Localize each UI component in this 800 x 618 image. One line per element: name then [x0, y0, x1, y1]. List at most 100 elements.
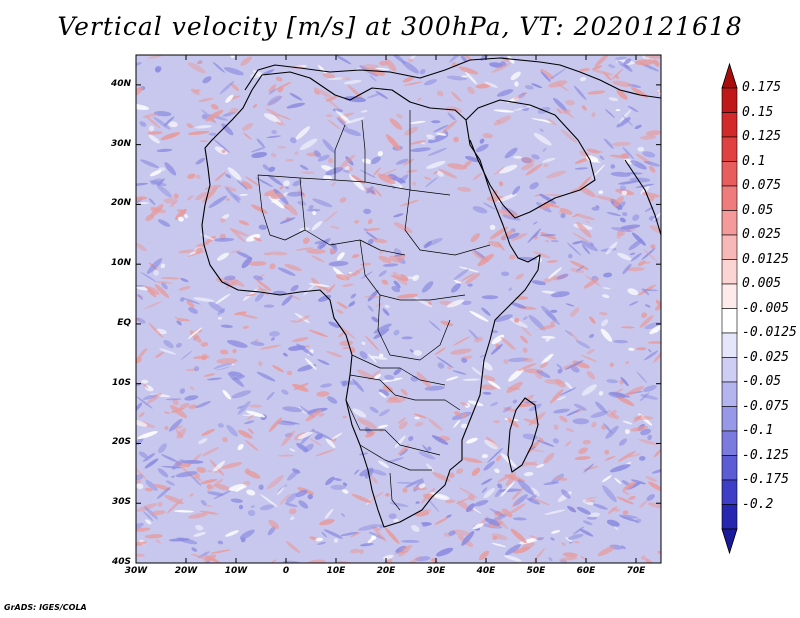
velocity-streak [228, 483, 247, 492]
velocity-streak [301, 171, 315, 175]
velocity-streak [565, 440, 572, 447]
velocity-streak [576, 265, 585, 272]
velocity-streak [217, 423, 224, 428]
velocity-streak [536, 439, 555, 447]
velocity-streak [277, 146, 286, 149]
velocity-streak [628, 453, 642, 458]
velocity-streak [398, 444, 410, 455]
velocity-streak [496, 455, 502, 462]
velocity-streak [268, 417, 282, 432]
velocity-streak [304, 358, 317, 370]
velocity-streak [481, 453, 489, 459]
velocity-streak [368, 353, 377, 363]
velocity-streak [148, 125, 155, 132]
velocity-streak [136, 182, 149, 187]
velocity-streak [630, 479, 647, 485]
velocity-streak [639, 455, 646, 461]
velocity-streak [574, 213, 596, 221]
velocity-streak [385, 58, 397, 72]
velocity-streak [165, 398, 182, 401]
velocity-streak [636, 371, 648, 384]
velocity-streak [523, 471, 534, 477]
velocity-streak [184, 395, 199, 401]
velocity-streak [600, 328, 613, 342]
velocity-streak [518, 92, 527, 99]
velocity-streak [157, 219, 171, 227]
velocity-streak [486, 436, 499, 448]
velocity-streak [622, 263, 632, 275]
velocity-streak [290, 516, 295, 521]
velocity-streak [271, 129, 277, 135]
madagascar-coastline [507, 397, 539, 473]
velocity-streak [324, 96, 340, 110]
velocity-streak [461, 357, 468, 363]
europe-coastline [244, 57, 661, 99]
velocity-streak [505, 473, 517, 487]
velocity-streak [539, 361, 549, 369]
velocity-streak [186, 300, 195, 308]
velocity-streak [565, 381, 573, 390]
velocity-streak [317, 294, 332, 302]
velocity-streak [461, 457, 483, 464]
velocity-streak [295, 489, 308, 498]
velocity-streak [467, 400, 484, 407]
velocity-streak [426, 134, 436, 141]
velocity-streak [497, 472, 517, 483]
velocity-streak [394, 550, 409, 555]
velocity-streak [428, 301, 432, 306]
map-frame [135, 54, 662, 564]
velocity-streak [502, 214, 521, 221]
velocity-streak [236, 251, 252, 260]
velocity-streak [454, 411, 461, 416]
velocity-streak [411, 524, 420, 533]
velocity-streak [138, 202, 149, 204]
velocity-streak [560, 213, 566, 219]
velocity-streak [517, 402, 536, 408]
velocity-streak [393, 280, 401, 289]
velocity-streak [325, 114, 333, 118]
velocity-streak [277, 454, 294, 457]
velocity-streak [542, 157, 556, 163]
velocity-streak [580, 240, 598, 252]
lon-tick-label: 0 [282, 566, 290, 576]
velocity-streak [157, 468, 169, 478]
velocity-streak [631, 232, 646, 246]
velocity-streak [650, 244, 656, 249]
velocity-streak [542, 147, 547, 152]
velocity-streak [403, 81, 423, 86]
velocity-streak [389, 255, 402, 263]
velocity-streak [451, 91, 462, 102]
colorbar-swatch [721, 210, 738, 236]
velocity-streak [258, 361, 263, 367]
velocity-streak [266, 475, 284, 490]
velocity-streak [147, 55, 163, 59]
velocity-streak [421, 281, 434, 293]
velocity-streak [648, 196, 655, 202]
velocity-streak [370, 238, 388, 244]
velocity-streak [239, 529, 255, 540]
velocity-streak [582, 439, 591, 445]
velocity-streak [279, 185, 284, 190]
velocity-streak [344, 166, 350, 171]
velocity-streak [243, 132, 252, 140]
velocity-streak [217, 308, 226, 316]
velocity-streak [180, 350, 193, 360]
velocity-streak [373, 167, 381, 176]
velocity-streak [530, 446, 536, 450]
velocity-streak [607, 506, 618, 515]
velocity-streak [484, 81, 498, 88]
velocity-streak [221, 149, 226, 154]
velocity-streak [445, 376, 459, 381]
velocity-streak [225, 198, 230, 201]
velocity-streak [622, 510, 629, 515]
velocity-streak [144, 301, 162, 309]
country-borders [257, 110, 491, 511]
velocity-streak [358, 524, 380, 531]
velocity-streak [336, 252, 345, 261]
velocity-streak [271, 111, 286, 127]
velocity-streak [543, 163, 549, 168]
velocity-streak [248, 261, 267, 267]
velocity-streak [447, 112, 456, 121]
velocity-streak [367, 218, 373, 225]
velocity-streak [380, 168, 398, 176]
